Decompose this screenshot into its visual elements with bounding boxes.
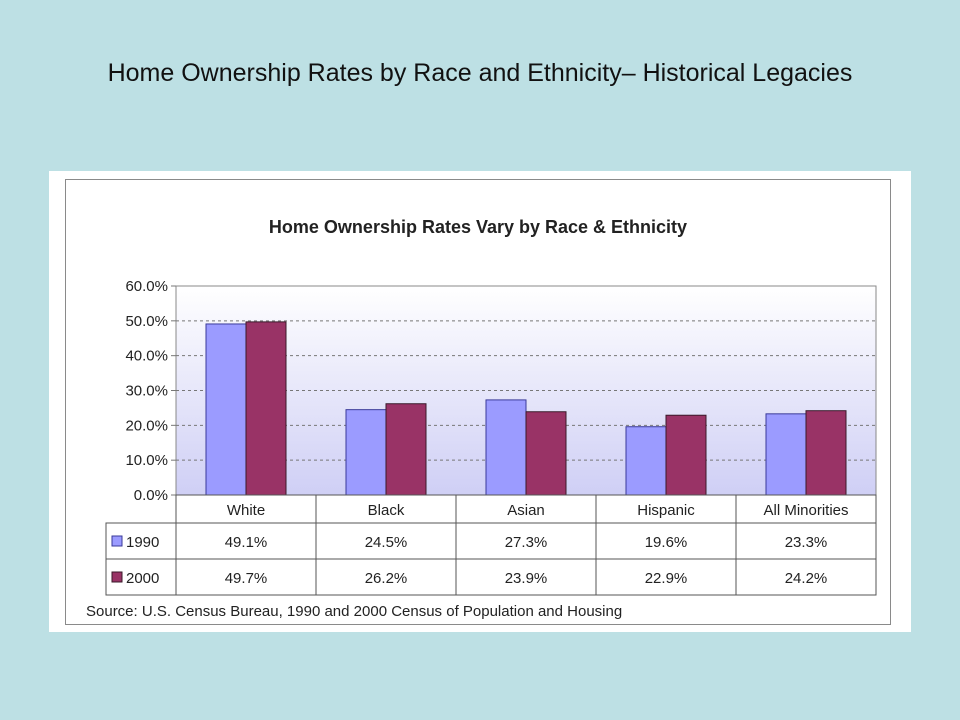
chart-panel: Home Ownership Rates Vary by Race & Ethn… — [49, 171, 911, 632]
data-label: 19.6% — [645, 534, 688, 551]
legend-swatch-1990 — [111, 535, 123, 547]
category-label: White — [227, 502, 265, 519]
slide-title: Home Ownership Rates by Race and Ethnici… — [107, 59, 853, 87]
category-label: Asian — [507, 502, 545, 519]
bar-1990-asian — [485, 399, 527, 496]
table-row-2000 — [105, 558, 877, 596]
bar-2000-asian — [525, 411, 567, 496]
data-label: 49.1% — [225, 534, 268, 551]
bar-2000-white — [245, 321, 287, 496]
data-label: 27.3% — [505, 534, 548, 551]
y-tick-label: 0.0% — [134, 487, 168, 504]
bar-1990-hispanic — [625, 426, 667, 496]
category-label: Hispanic — [637, 502, 695, 519]
y-tick-label: 50.0% — [125, 313, 168, 330]
legend-swatch-2000 — [111, 571, 123, 583]
chart-title: Home Ownership Rates Vary by Race & Ethn… — [269, 217, 687, 237]
data-label: 23.3% — [785, 534, 828, 551]
category-label: Black — [368, 502, 405, 519]
data-label: 24.2% — [785, 570, 828, 587]
y-tick-label: 40.0% — [125, 348, 168, 365]
data-table: White Black Asian Hispanic All Minorities 199… — [105, 494, 877, 596]
y-tick-label: 20.0% — [125, 417, 168, 434]
bar-1990-all-minorities — [765, 413, 807, 496]
data-label: 23.9% — [505, 570, 548, 587]
legend-label-1990: 1990 — [126, 534, 159, 551]
category-label: All Minorities — [763, 502, 848, 519]
table-row-1990 — [105, 522, 877, 560]
y-tick-label: 10.0% — [125, 452, 168, 469]
y-tick-label: 60.0% — [125, 278, 168, 295]
data-label: 22.9% — [645, 570, 688, 587]
bar-2000-black — [385, 403, 427, 496]
y-tick-label: 30.0% — [125, 383, 168, 400]
bar-chart: Home Ownership Rates Vary by Race & Ethn… — [86, 217, 877, 620]
category-row — [175, 494, 877, 524]
data-label: 49.7% — [225, 570, 268, 587]
bar-1990-black — [345, 409, 387, 496]
bar-2000-all-minorities — [805, 410, 847, 496]
data-label: 24.5% — [365, 534, 408, 551]
plot-area: 60.0% 50.0% 40.0% 30.0% 20.0% 10.0% 0.0% — [125, 278, 877, 504]
chart-frame: Home Ownership Rates Vary by Race & Ethn… — [65, 179, 891, 625]
data-label: 26.2% — [365, 570, 408, 587]
bar-2000-hispanic — [665, 414, 707, 496]
source-note: Source: U.S. Census Bureau, 1990 and 200… — [86, 603, 622, 620]
legend-label-2000: 2000 — [126, 570, 159, 587]
bar-1990-white — [205, 323, 247, 496]
